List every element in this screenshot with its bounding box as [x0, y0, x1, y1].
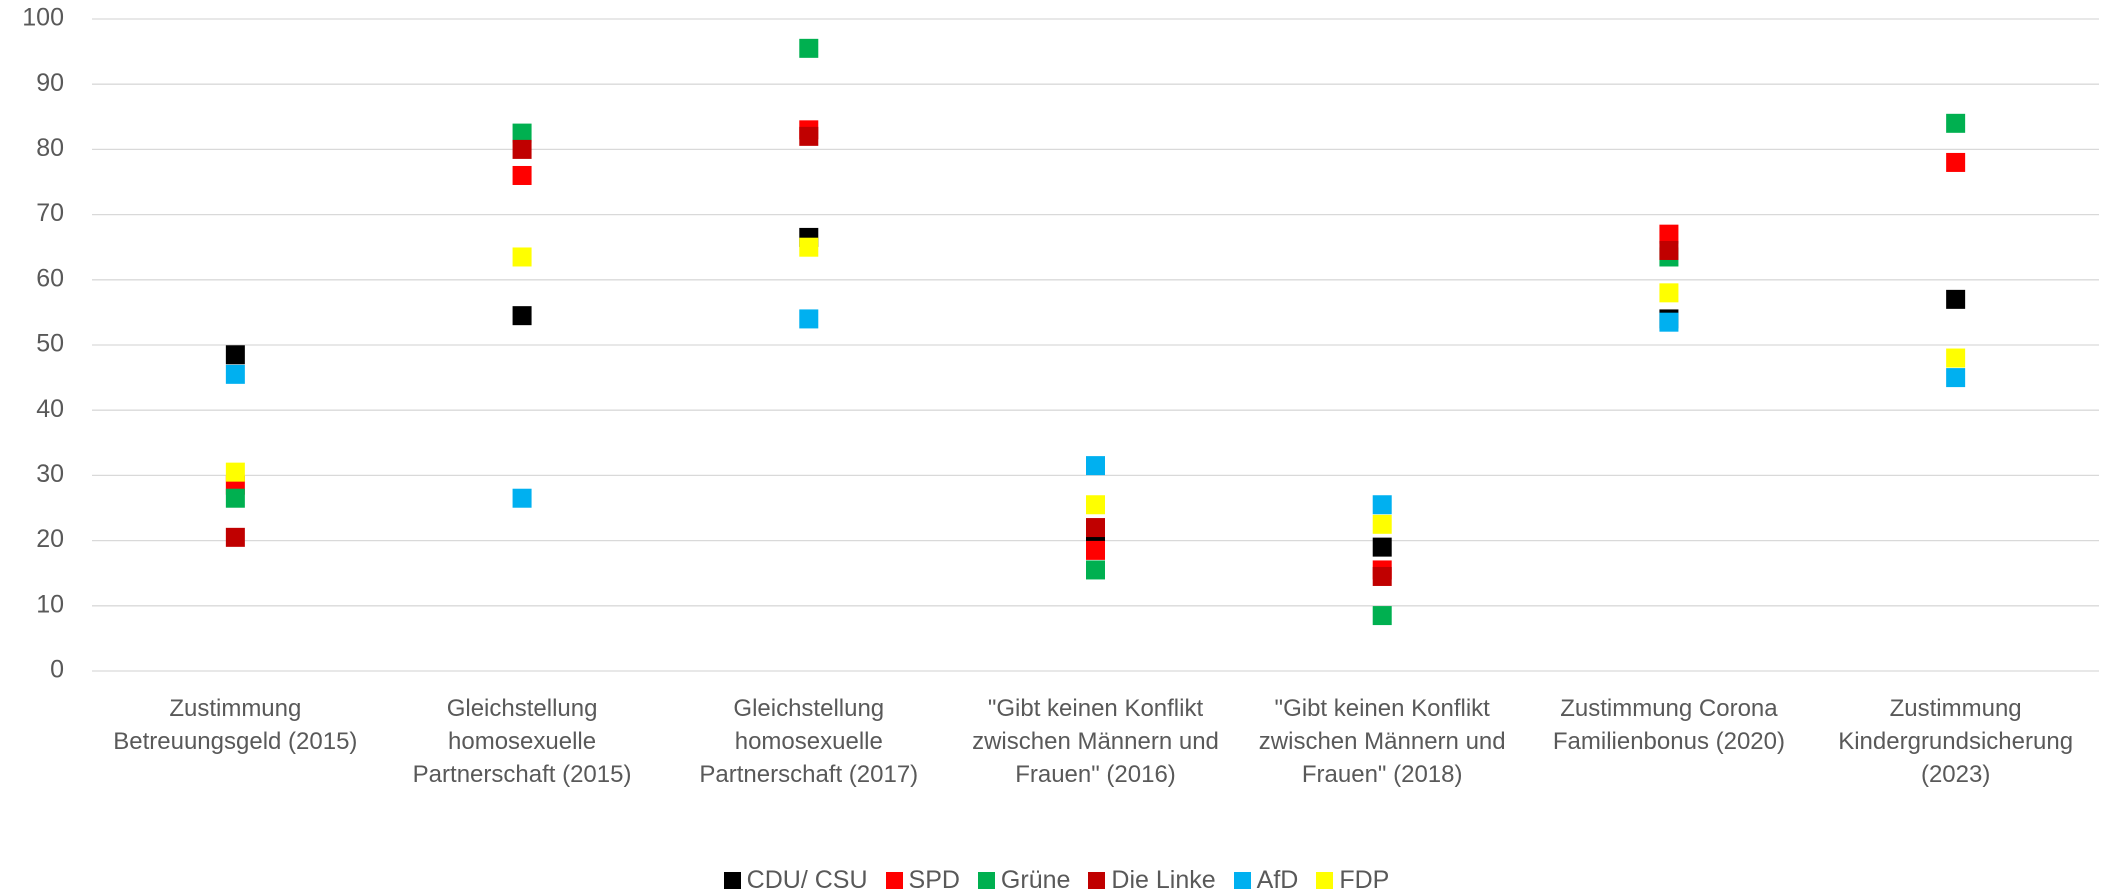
marker: [799, 38, 819, 58]
legend-swatch: [1233, 872, 1251, 889]
legend-item: Die Linke: [1088, 866, 1216, 895]
legend-item: SPD: [885, 866, 960, 895]
marker: [512, 306, 532, 326]
marker: [1372, 495, 1392, 515]
legend-item: AfD: [1233, 866, 1299, 895]
legend-swatch: [1316, 872, 1334, 889]
y-tick-label: 30: [36, 460, 64, 488]
marker: [225, 488, 245, 508]
marker: [1946, 368, 1966, 388]
legend-label: AfD: [1256, 866, 1299, 894]
marker: [1946, 348, 1966, 368]
marker: [1659, 312, 1679, 332]
y-tick-label: 0: [50, 656, 64, 684]
legend-item: CDU/ CSU: [723, 866, 868, 895]
marker: [512, 488, 532, 508]
marker: [1372, 514, 1392, 534]
x-tick-label: Zustimmung Corona Familienbonus (2020): [1552, 695, 1785, 755]
marker: [1086, 540, 1105, 560]
marker: [1372, 606, 1392, 626]
legend-item: Grüne: [977, 866, 1071, 895]
legend-swatch: [885, 872, 903, 889]
legend-swatch: [977, 872, 995, 889]
y-tick-label: 60: [36, 264, 64, 292]
y-tick-label: 40: [36, 395, 64, 423]
x-tick-label: "Gibt keinen Konflikt zwischen Männern u…: [972, 695, 1219, 788]
y-tick-label: 90: [36, 69, 64, 97]
marker: [1659, 283, 1679, 303]
legend-label: CDU/ CSU: [746, 866, 868, 894]
y-tick-label: 20: [36, 525, 64, 553]
legend-swatch: [1088, 872, 1106, 889]
y-tick-label: 100: [22, 4, 64, 32]
marker: [225, 462, 245, 482]
marker: [225, 345, 245, 365]
marker: [1946, 289, 1966, 309]
legend: CDU/ CSU SPD Grüne Die Linke AfD FDP: [0, 866, 2113, 895]
marker: [512, 123, 532, 143]
marker: [1086, 495, 1105, 515]
marker: [1372, 537, 1392, 557]
x-tick-label: "Gibt keinen Konflikt zwischen Männern u…: [1258, 695, 1506, 788]
marker: [225, 364, 245, 384]
x-tick-label: Zustimmung Betreuungsgeld (2015): [113, 695, 358, 755]
y-tick-label: 50: [36, 330, 64, 358]
marker: [1659, 240, 1679, 260]
legend-label: Grüne: [1000, 866, 1071, 894]
legend-label: Die Linke: [1111, 866, 1216, 894]
y-tick-label: 70: [36, 199, 64, 227]
marker: [799, 309, 819, 329]
marker: [799, 237, 819, 257]
marker: [1086, 456, 1105, 476]
x-tick-label: Gleichstellung homosexuelle Partnerschaf…: [412, 695, 632, 788]
marker: [512, 165, 532, 185]
y-tick-label: 80: [36, 134, 64, 162]
x-tick-label: Zustimmung Kindergrundsicherung (2023): [1838, 695, 2074, 788]
legend-item: FDP: [1316, 866, 1389, 895]
legend-label: FDP: [1339, 866, 1390, 894]
y-tick-label: 10: [36, 590, 64, 618]
marker: [799, 126, 819, 146]
marker: [1086, 518, 1105, 538]
marker: [1372, 566, 1392, 586]
marker: [225, 527, 245, 547]
marker: [1946, 113, 1966, 133]
x-tick-label: Gleichstellung homosexuelle Partnerschaf…: [699, 695, 919, 788]
legend-label: SPD: [908, 866, 960, 894]
marker: [1659, 224, 1679, 244]
marker: [512, 139, 532, 159]
marker: [1086, 560, 1105, 580]
marker: [512, 247, 532, 267]
marker: [1946, 152, 1966, 172]
legend-swatch: [723, 872, 741, 889]
